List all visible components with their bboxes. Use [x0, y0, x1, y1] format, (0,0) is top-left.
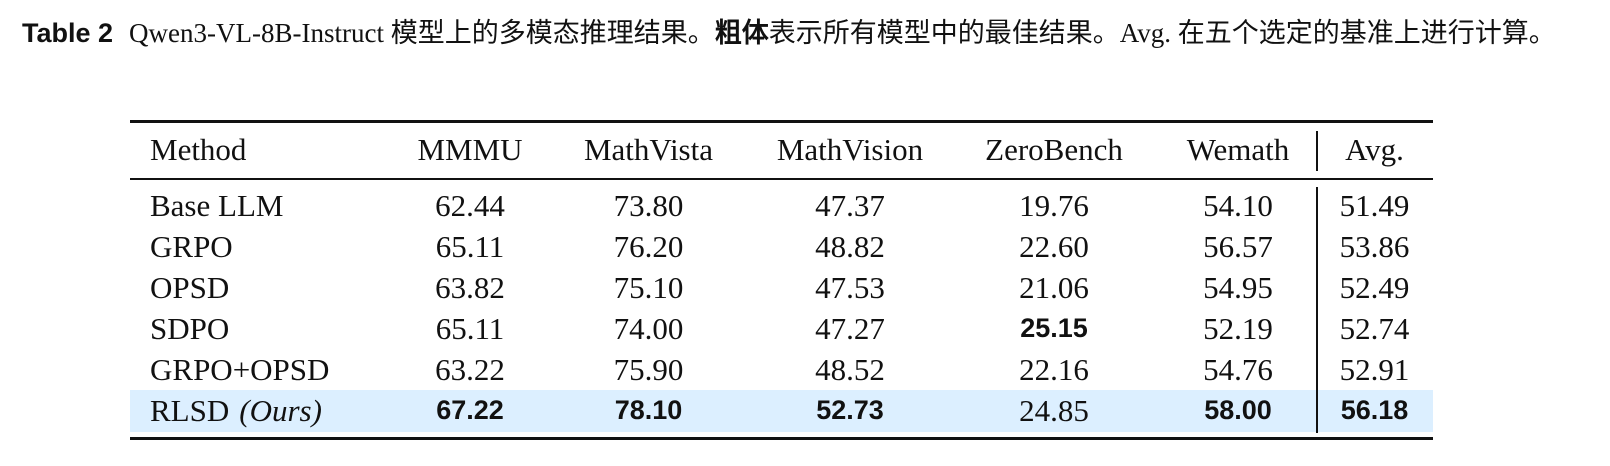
- value-cell: 48.82: [815, 229, 885, 264]
- value-cell: 54.76: [1203, 352, 1273, 387]
- value-cell: 65.11: [435, 229, 505, 264]
- method-cell: GRPO+OPSD: [150, 349, 395, 390]
- mid-rule: [130, 178, 1433, 180]
- value-cell: 67.22: [436, 395, 504, 425]
- value-cell: 54.10: [1203, 188, 1273, 223]
- top-rule: [130, 120, 1433, 123]
- value-cell: 63.82: [435, 270, 505, 305]
- method-name: SDPO: [150, 311, 230, 346]
- method-cell: Base LLM: [150, 185, 395, 226]
- header-cell: Wemath: [1186, 132, 1290, 167]
- method-name: Base LLM: [150, 188, 284, 223]
- value-cell: 52.74: [1339, 311, 1410, 346]
- header-cell: MathVista: [583, 132, 713, 167]
- value-cell: 65.11: [435, 311, 505, 346]
- value-cell: 48.52: [815, 352, 885, 387]
- method-name: RLSD: [150, 393, 230, 428]
- column-divider: [1316, 131, 1318, 171]
- value-cell: 75.90: [613, 352, 684, 387]
- value-cell: 47.37: [815, 188, 885, 223]
- method-cell: OPSD: [150, 267, 395, 308]
- value-cell: 19.76: [1019, 188, 1089, 223]
- row-highlight: [130, 390, 1433, 432]
- header-cell: MathVision: [776, 132, 924, 167]
- value-cell: 52.49: [1339, 270, 1410, 305]
- value-cell: 75.10: [613, 270, 684, 305]
- value-cell: 25.15: [1020, 313, 1088, 343]
- value-cell: 52.91: [1339, 352, 1410, 387]
- caption: Table 2 Qwen3-VL-8B-Instruct 模型上的多模态推理结果。…: [22, 14, 1562, 53]
- method-cell: SDPO: [150, 308, 395, 349]
- value-cell: 73.80: [613, 188, 684, 223]
- method-cell: RLSD (Ours): [150, 390, 395, 431]
- value-cell: 78.10: [614, 395, 683, 425]
- caption-text: 表示所有模型中的最佳结果。Avg. 在五个选定的基准上进行计算。: [768, 18, 1556, 48]
- value-cell: 22.16: [1019, 352, 1089, 387]
- value-cell: 76.20: [613, 229, 684, 264]
- caption-text: Qwen3-VL-8B-Instruct 模型上的多模态推理结果。: [129, 18, 715, 48]
- header-cell: Avg.: [1345, 132, 1404, 167]
- value-cell: 21.06: [1019, 270, 1089, 305]
- header-cell: ZeroBench: [985, 132, 1123, 167]
- value-cell: 53.86: [1339, 229, 1410, 264]
- method-name: OPSD: [150, 270, 230, 305]
- value-cell: 54.95: [1203, 270, 1273, 305]
- value-cell: 22.60: [1019, 229, 1089, 264]
- header-cell: MMMU: [417, 132, 523, 167]
- value-cell: 58.00: [1204, 395, 1272, 425]
- value-cell: 56.57: [1203, 229, 1273, 264]
- caption-bold: 粗体: [714, 18, 769, 49]
- header-cell: Method: [150, 132, 247, 167]
- value-cell: 47.53: [815, 270, 885, 305]
- column-divider: [1316, 187, 1318, 433]
- method-note: (Ours): [239, 393, 322, 428]
- method-name: GRPO+OPSD: [150, 352, 330, 387]
- value-cell: 56.18: [1340, 395, 1409, 425]
- method-cell: GRPO: [150, 226, 395, 267]
- bottom-rule: [130, 437, 1433, 440]
- caption-label: Table 2: [22, 18, 114, 48]
- value-cell: 63.22: [435, 352, 505, 387]
- value-cell: 52.19: [1203, 311, 1273, 346]
- value-cell: 62.44: [435, 188, 505, 223]
- value-cell: 52.73: [816, 395, 884, 425]
- value-cell: 47.27: [815, 311, 885, 346]
- value-cell: 51.49: [1339, 188, 1410, 223]
- method-name: GRPO: [150, 229, 233, 264]
- value-cell: 24.85: [1019, 393, 1089, 428]
- value-cell: 74.00: [613, 311, 684, 346]
